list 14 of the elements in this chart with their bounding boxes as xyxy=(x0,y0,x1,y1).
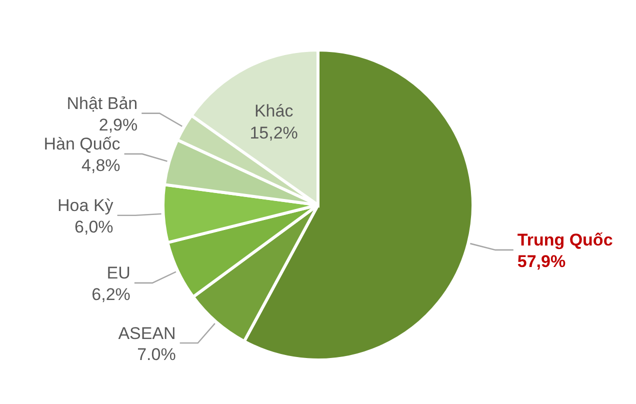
slice-label: Nhật Bản xyxy=(66,94,138,114)
slice-label: Khác xyxy=(254,101,294,120)
data-label: 6,0% xyxy=(74,217,114,236)
slice-label: Hoa Kỳ xyxy=(58,196,114,216)
data-label: 57,9% xyxy=(517,252,566,271)
slice-label: ASEAN xyxy=(118,324,176,343)
slice-label: Trung Quốc xyxy=(517,230,613,250)
data-label: 2,9% xyxy=(98,115,138,134)
slice-label: EU xyxy=(106,264,130,283)
data-label: 6,2% xyxy=(92,284,130,304)
data-label: 15,2% xyxy=(250,123,298,142)
data-label: 7.0% xyxy=(137,345,176,364)
data-label: 4,8% xyxy=(82,156,120,175)
slice-label: Hàn Quốc xyxy=(44,134,121,154)
